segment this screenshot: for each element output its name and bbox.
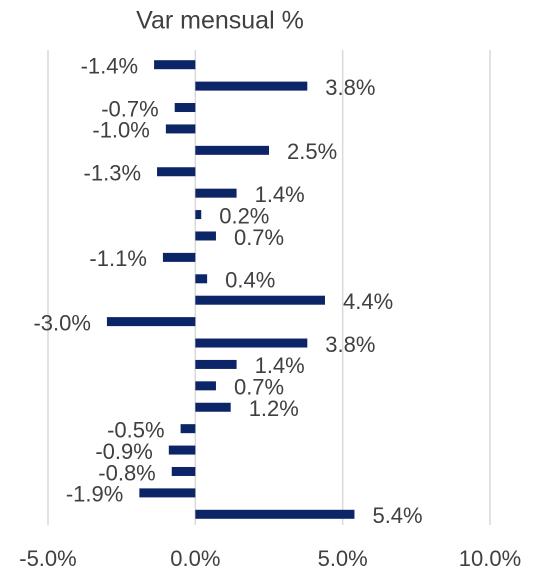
bar [195, 338, 308, 348]
data-label: -0.8% [98, 460, 155, 485]
data-label: 0.2% [219, 203, 269, 228]
data-label: 0.7% [234, 375, 284, 400]
data-label: 5.4% [372, 503, 422, 528]
data-label: 2.5% [287, 139, 337, 164]
data-label: 0.4% [225, 268, 275, 293]
data-label: -3.0% [33, 310, 90, 335]
bar [165, 124, 196, 134]
chart-title: Var mensual % [136, 7, 304, 35]
data-label: 3.8% [325, 75, 375, 100]
x-tick-label: -5.0% [19, 546, 76, 571]
x-tick-label: 10.0% [459, 546, 521, 571]
bar [174, 103, 196, 113]
bar [195, 274, 208, 284]
bar [195, 402, 231, 412]
data-label: 1.2% [249, 396, 299, 421]
bar [195, 295, 325, 305]
bar [106, 317, 196, 327]
data-label: -0.7% [101, 96, 158, 121]
data-label: -0.9% [95, 439, 152, 464]
data-label: -0.5% [107, 417, 164, 442]
data-label: 3.8% [325, 332, 375, 357]
data-label: 4.4% [343, 289, 393, 314]
bar [195, 509, 355, 519]
bar [171, 466, 196, 476]
bar [180, 424, 196, 434]
bar [195, 231, 216, 241]
bar [168, 445, 196, 455]
data-label: -1.0% [92, 118, 149, 143]
bar [162, 252, 196, 262]
bar [157, 167, 196, 177]
bar [195, 81, 308, 91]
data-label: 1.4% [255, 182, 305, 207]
bar [195, 381, 216, 391]
data-label: -1.3% [84, 161, 141, 186]
bar [195, 359, 237, 369]
x-tick-label: 0.0% [170, 546, 220, 571]
data-label: -1.1% [89, 246, 146, 271]
data-label: 0.7% [234, 225, 284, 250]
bar [195, 188, 237, 198]
data-label: 1.4% [255, 353, 305, 378]
data-label: -1.9% [66, 482, 123, 507]
bar [154, 60, 196, 70]
bar [195, 210, 202, 220]
bar [195, 145, 269, 155]
bar [139, 488, 196, 498]
x-tick-label: 5.0% [318, 546, 368, 571]
data-label: -1.4% [81, 54, 138, 79]
